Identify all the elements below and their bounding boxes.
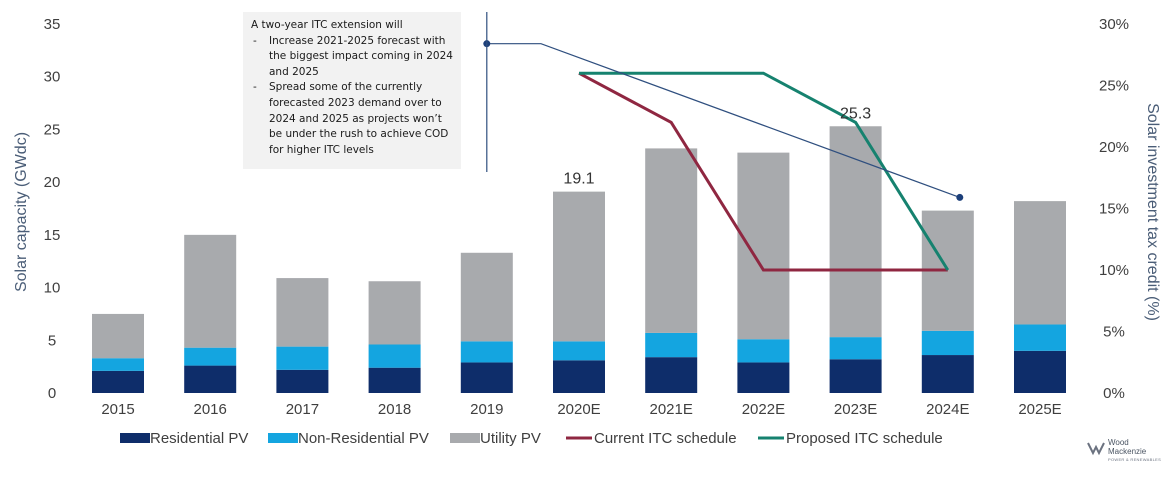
legend-label: Residential PV (150, 430, 248, 447)
y-tick-label: 15 (44, 227, 61, 244)
legend-swatch (268, 433, 298, 443)
bar-residential-pv (737, 362, 790, 393)
logo-tagline: POWER & RENEWABLES (1108, 457, 1162, 462)
y-right-tick-label: 30% (1099, 16, 1129, 33)
x-tick-label: 2015 (101, 401, 134, 418)
bar-utility-pv (92, 313, 144, 359)
bar-utility-pv (553, 191, 605, 342)
annotation-bullet: Spread some of the currently forecasted … (251, 80, 453, 158)
y-right-tick-label: 25% (1099, 78, 1129, 95)
bar-residential-pv (829, 359, 882, 393)
legend-label: Non-Residential PV (298, 430, 429, 447)
x-tick-label: 2022E (742, 401, 785, 418)
bar-utility-pv (1014, 201, 1066, 325)
bar-residential-pv (921, 355, 974, 393)
y-tick-label: 25 (44, 121, 61, 138)
bar-non-residential-pv (645, 332, 698, 358)
data-labels: 19.1 25.3 (563, 105, 871, 187)
x-tick-label: 2021E (650, 401, 693, 418)
line-current-itc-schedule (578, 71, 948, 272)
legend-label: Utility PV (480, 430, 541, 447)
y-tick-label: 30 (44, 69, 61, 86)
x-tick-label: 2017 (286, 401, 319, 418)
y-right-tick-label: 20% (1099, 139, 1129, 156)
bar-residential-pv (368, 367, 421, 393)
right-axis-ticks: 0% 5% 10% 15% 20% 25% 30% (1099, 16, 1129, 402)
y-tick-label: 35 (44, 16, 61, 33)
x-tick-label: 2024E (926, 401, 969, 418)
annotation-list: Increase 2021-2025 forecast with the big… (251, 34, 453, 159)
y-right-tick-label: 10% (1099, 262, 1129, 279)
left-axis-ticks: 0 5 10 15 20 25 30 35 (44, 16, 61, 402)
y-tick-label: 10 (44, 280, 61, 297)
bar-residential-pv (460, 362, 513, 393)
y-tick-label: 5 (48, 332, 56, 349)
x-tick-label: 2023E (834, 401, 877, 418)
bar-residential-pv (276, 369, 329, 393)
bar-non-residential-pv (921, 330, 974, 356)
y-right-tick-label: 5% (1103, 324, 1125, 341)
x-axis-ticks: 2015 2016 2017 2018 2019 2020E 2021E 2022E 2023E… (101, 401, 1061, 418)
logo-text: Wood (1108, 438, 1129, 447)
bar-utility-pv (184, 234, 237, 348)
y-right-tick-label: 15% (1099, 201, 1129, 218)
x-tick-label: 2016 (194, 401, 227, 418)
y-tick-label: 20 (44, 174, 61, 191)
bar-non-residential-pv (553, 341, 605, 361)
bar-non-residential-pv (368, 344, 421, 368)
y-right-tick-label: 0% (1103, 385, 1125, 402)
x-tick-label: 2020E (557, 401, 600, 418)
y-axis-right-label: Solar investment tax credit (%) (1144, 103, 1161, 321)
bar-non-residential-pv (92, 358, 144, 371)
x-tick-label: 2019 (470, 401, 503, 418)
wood-mackenzie-logo: Wood Mackenzie POWER & RENEWABLES (1086, 436, 1166, 466)
bar-utility-pv (276, 278, 329, 347)
legend-swatch (120, 433, 150, 443)
line-proposed-itc-schedule (579, 71, 950, 271)
lines-layer (483, 12, 964, 272)
bar-non-residential-pv (460, 341, 513, 363)
bar-utility-pv (460, 252, 513, 342)
logo-text: Mackenzie (1108, 447, 1147, 456)
bar-residential-pv (92, 370, 144, 393)
bar-non-residential-pv (737, 339, 790, 363)
bar-utility-pv (829, 126, 882, 338)
logo-mark-icon (1087, 442, 1105, 456)
annotation-title: A two-year ITC extension will (251, 19, 403, 31)
x-tick-label: 2018 (378, 401, 411, 418)
bar-utility-pv (368, 281, 421, 345)
data-label: 25.3 (840, 105, 871, 122)
annotation-bullet: Increase 2021-2025 forecast with the big… (251, 34, 453, 81)
bar-non-residential-pv (276, 346, 329, 370)
x-tick-label: 2025E (1018, 401, 1061, 418)
bar-utility-pv (737, 152, 790, 340)
bar-non-residential-pv (829, 337, 882, 360)
legend: Residential PV Non-Residential PV Utility … (120, 430, 943, 447)
bar-non-residential-pv (184, 347, 237, 366)
bar-residential-pv (553, 360, 605, 393)
bar-residential-pv (1014, 350, 1066, 393)
annotation-box: A two-year ITC extension will Increase 2… (243, 12, 461, 169)
y-tick-label: 0 (48, 385, 56, 402)
bar-residential-pv (645, 357, 698, 393)
legend-label: Current ITC schedule (594, 430, 737, 447)
bar-residential-pv (184, 365, 237, 393)
data-label: 19.1 (563, 171, 594, 188)
annotation-arrow-end-dot (956, 193, 964, 201)
bar-utility-pv (645, 148, 698, 333)
y-axis-label: Solar capacity (GWdc) (13, 132, 30, 292)
bars-layer (92, 126, 1066, 393)
legend-swatch (450, 433, 480, 443)
legend-label: Proposed ITC schedule (786, 430, 943, 447)
bar-non-residential-pv (1014, 324, 1066, 351)
annotation-arrow-line (486, 43, 961, 198)
